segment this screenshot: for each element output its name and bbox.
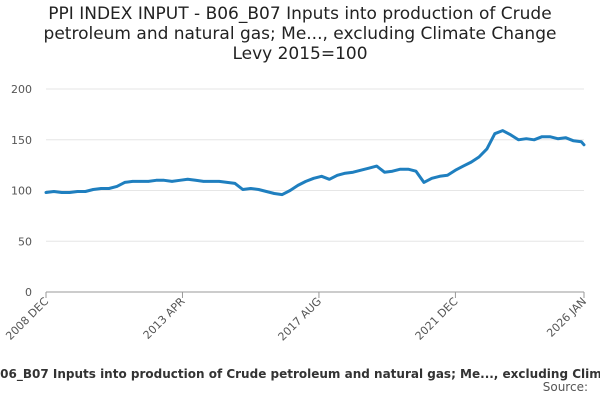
data-point[interactable] (225, 181, 229, 184)
data-point[interactable] (202, 180, 205, 183)
y-tick-label: 50 (18, 235, 32, 248)
data-point[interactable] (351, 171, 355, 174)
x-tick-label: 2026 JAN (544, 295, 589, 340)
data-point[interactable] (454, 169, 457, 172)
data-point[interactable] (296, 184, 300, 187)
chart-title: PPI INDEX INPUT - B06_B07 Inputs into pr… (0, 4, 600, 64)
data-point[interactable] (391, 170, 394, 173)
data-point[interactable] (582, 143, 586, 146)
data-point[interactable] (414, 170, 418, 173)
y-tick-label: 200 (11, 83, 32, 96)
y-tick-label: 100 (11, 185, 32, 198)
data-point[interactable] (76, 190, 79, 193)
data-point[interactable] (359, 169, 363, 172)
data-point[interactable] (257, 188, 260, 191)
data-point[interactable] (430, 177, 433, 180)
data-point[interactable] (485, 147, 489, 151)
data-point[interactable] (241, 188, 244, 191)
data-point[interactable] (564, 136, 567, 139)
data-point[interactable] (99, 187, 103, 190)
chart-title-line-1: PPI INDEX INPUT - B06_B07 Inputs into pr… (48, 4, 552, 24)
data-point[interactable] (367, 167, 370, 170)
data-point[interactable] (493, 132, 496, 135)
data-point[interactable] (84, 190, 87, 193)
data-point[interactable] (407, 168, 410, 171)
series-layer (44, 129, 586, 197)
data-point[interactable] (281, 193, 284, 196)
data-point[interactable] (383, 171, 386, 174)
data-point[interactable] (422, 181, 426, 184)
data-point[interactable] (210, 180, 213, 183)
data-point[interactable] (162, 179, 166, 182)
data-point[interactable] (288, 189, 292, 192)
series-line-0[interactable] (44, 129, 586, 197)
data-point[interactable] (194, 179, 197, 182)
data-point[interactable] (107, 187, 111, 190)
y-tick-label: 0 (25, 286, 32, 299)
data-point[interactable] (328, 178, 331, 181)
data-point[interactable] (470, 160, 473, 164)
chart-title-line-2: petroleum and natural gas; Me..., exclud… (43, 24, 557, 44)
x-tick-label: 2013 APR (141, 295, 188, 342)
data-point[interactable] (501, 129, 504, 132)
data-point[interactable] (580, 140, 583, 143)
data-point[interactable] (147, 180, 150, 183)
data-point[interactable] (344, 172, 347, 175)
data-point[interactable] (178, 179, 181, 182)
data-point[interactable] (438, 175, 441, 178)
data-point[interactable] (52, 190, 56, 193)
legend-item-label: B06_B07 Inputs into production of Crude … (0, 367, 600, 381)
data-point[interactable] (304, 180, 307, 183)
data-point[interactable] (273, 192, 276, 195)
data-point[interactable] (68, 191, 71, 194)
data-point[interactable] (336, 174, 339, 177)
x-tick-label: 2017 AUG (276, 295, 325, 344)
data-point[interactable] (44, 191, 48, 194)
data-point[interactable] (92, 188, 95, 191)
data-point[interactable] (572, 139, 575, 142)
data-point[interactable] (60, 191, 63, 194)
data-point[interactable] (548, 135, 552, 138)
y-axis-ticks: 0 50 100 150 200 (11, 83, 32, 299)
data-point[interactable] (115, 185, 119, 188)
data-point[interactable] (186, 178, 189, 181)
data-point[interactable] (462, 164, 465, 168)
data-point[interactable] (265, 190, 268, 193)
data-point[interactable] (131, 180, 134, 183)
data-point[interactable] (477, 155, 481, 159)
data-point[interactable] (249, 187, 252, 190)
data-point[interactable] (517, 138, 520, 141)
x-tick-label: 2021 DEC (413, 295, 461, 343)
data-point[interactable] (540, 135, 544, 138)
data-point[interactable] (123, 181, 126, 184)
source-label: Source: (542, 380, 588, 394)
data-point[interactable] (532, 138, 536, 141)
data-point[interactable] (556, 137, 559, 140)
data-point[interactable] (446, 174, 449, 177)
x-axis-ticks: 2008 DEC 2013 APR 2017 AUG 2021 DEC 2026 JAN (3, 292, 589, 343)
data-point[interactable] (139, 180, 142, 183)
data-point[interactable] (509, 133, 512, 136)
y-tick-label: 150 (11, 134, 32, 147)
data-point[interactable] (218, 180, 221, 183)
data-point[interactable] (233, 182, 237, 185)
data-point[interactable] (399, 168, 402, 171)
x-tick-label: 2008 DEC (3, 295, 51, 343)
data-point[interactable] (155, 179, 158, 182)
chart-title-line-3: Levy 2015=100 (232, 44, 368, 64)
legend[interactable]: B06_B07 Inputs into production of Crude … (0, 364, 600, 384)
data-point[interactable] (375, 164, 378, 168)
data-point[interactable] (525, 137, 528, 140)
gridlines (46, 88, 584, 242)
data-point[interactable] (312, 177, 315, 180)
data-point[interactable] (320, 175, 323, 178)
data-point[interactable] (170, 180, 174, 183)
